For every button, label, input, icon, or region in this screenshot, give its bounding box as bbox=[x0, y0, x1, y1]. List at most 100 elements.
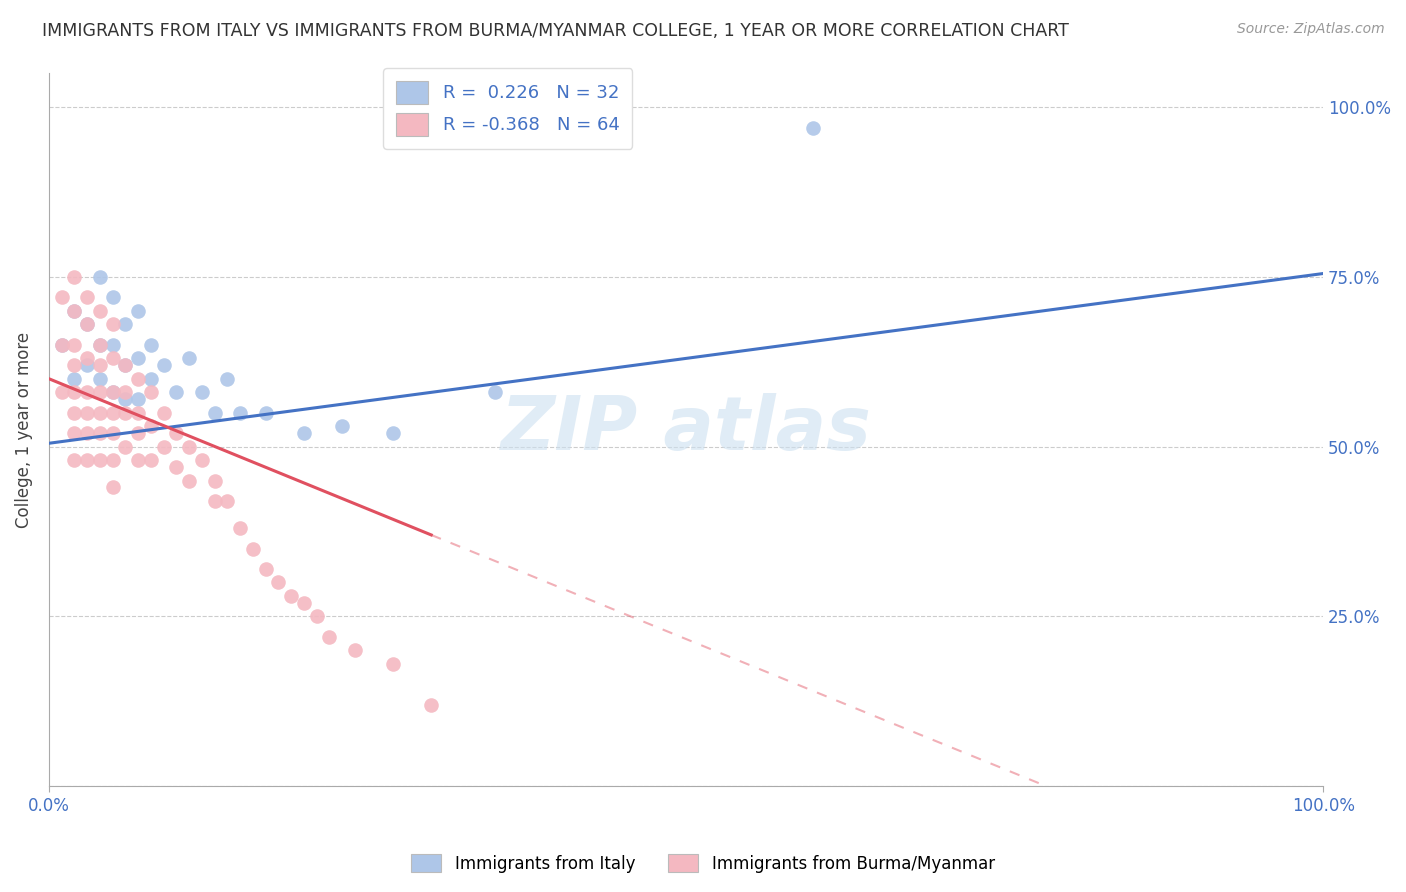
Point bbox=[63, 372, 86, 386]
Point bbox=[89, 385, 111, 400]
Point bbox=[217, 494, 239, 508]
Point bbox=[179, 474, 201, 488]
Point bbox=[179, 440, 201, 454]
Text: Source: ZipAtlas.com: Source: ZipAtlas.com bbox=[1237, 22, 1385, 37]
Legend: Immigrants from Italy, Immigrants from Burma/Myanmar: Immigrants from Italy, Immigrants from B… bbox=[405, 847, 1001, 880]
Point bbox=[89, 358, 111, 372]
Text: IMMIGRANTS FROM ITALY VS IMMIGRANTS FROM BURMA/MYANMAR COLLEGE, 1 YEAR OR MORE C: IMMIGRANTS FROM ITALY VS IMMIGRANTS FROM… bbox=[42, 22, 1069, 40]
Point bbox=[89, 426, 111, 441]
Point bbox=[89, 338, 111, 352]
Point bbox=[76, 406, 98, 420]
Point bbox=[204, 406, 226, 420]
Point bbox=[51, 385, 73, 400]
Point bbox=[63, 406, 86, 420]
Point bbox=[89, 406, 111, 420]
Point bbox=[76, 290, 98, 304]
Point bbox=[114, 440, 136, 454]
Point bbox=[101, 290, 124, 304]
Point bbox=[101, 338, 124, 352]
Point bbox=[114, 392, 136, 406]
Point bbox=[343, 643, 366, 657]
Point bbox=[101, 453, 124, 467]
Point bbox=[76, 426, 98, 441]
Point bbox=[63, 269, 86, 284]
Point bbox=[89, 269, 111, 284]
Point bbox=[76, 453, 98, 467]
Point bbox=[204, 494, 226, 508]
Point bbox=[76, 385, 98, 400]
Point bbox=[127, 426, 149, 441]
Point bbox=[76, 358, 98, 372]
Point bbox=[63, 426, 86, 441]
Point bbox=[254, 406, 277, 420]
Point bbox=[114, 358, 136, 372]
Point bbox=[63, 304, 86, 318]
Point bbox=[76, 318, 98, 332]
Point bbox=[114, 318, 136, 332]
Point bbox=[89, 372, 111, 386]
Point bbox=[139, 372, 162, 386]
Point bbox=[139, 419, 162, 434]
Y-axis label: College, 1 year or more: College, 1 year or more bbox=[15, 332, 32, 528]
Point bbox=[89, 338, 111, 352]
Point bbox=[803, 120, 825, 135]
Point bbox=[280, 589, 302, 603]
Point bbox=[191, 385, 214, 400]
Point bbox=[152, 406, 174, 420]
Point bbox=[127, 372, 149, 386]
Point bbox=[305, 609, 328, 624]
Point bbox=[51, 290, 73, 304]
Point bbox=[63, 358, 86, 372]
Point bbox=[127, 351, 149, 366]
Point bbox=[484, 385, 506, 400]
Point bbox=[127, 392, 149, 406]
Point bbox=[420, 698, 443, 712]
Point bbox=[101, 385, 124, 400]
Point bbox=[152, 358, 174, 372]
Point bbox=[292, 426, 315, 441]
Point bbox=[139, 385, 162, 400]
Point bbox=[165, 385, 187, 400]
Point bbox=[165, 460, 187, 475]
Point bbox=[114, 385, 136, 400]
Point bbox=[267, 575, 290, 590]
Point bbox=[51, 338, 73, 352]
Point bbox=[152, 440, 174, 454]
Point bbox=[191, 453, 214, 467]
Point bbox=[63, 338, 86, 352]
Point bbox=[101, 385, 124, 400]
Point bbox=[292, 596, 315, 610]
Point bbox=[242, 541, 264, 556]
Point bbox=[127, 406, 149, 420]
Point bbox=[330, 419, 353, 434]
Point bbox=[179, 351, 201, 366]
Point bbox=[114, 406, 136, 420]
Point bbox=[139, 453, 162, 467]
Point bbox=[76, 351, 98, 366]
Point bbox=[165, 426, 187, 441]
Point bbox=[382, 426, 405, 441]
Point bbox=[63, 304, 86, 318]
Point bbox=[101, 426, 124, 441]
Point bbox=[229, 521, 252, 535]
Point bbox=[127, 304, 149, 318]
Text: ZIP atlas: ZIP atlas bbox=[501, 393, 872, 467]
Point bbox=[114, 358, 136, 372]
Point bbox=[51, 338, 73, 352]
Point bbox=[101, 351, 124, 366]
Legend: R =  0.226   N = 32, R = -0.368   N = 64: R = 0.226 N = 32, R = -0.368 N = 64 bbox=[382, 68, 633, 149]
Point bbox=[139, 338, 162, 352]
Point bbox=[101, 406, 124, 420]
Point bbox=[89, 304, 111, 318]
Point bbox=[101, 480, 124, 494]
Point bbox=[217, 372, 239, 386]
Point bbox=[254, 562, 277, 576]
Point bbox=[204, 474, 226, 488]
Point bbox=[382, 657, 405, 671]
Point bbox=[318, 630, 340, 644]
Point bbox=[101, 318, 124, 332]
Point bbox=[89, 453, 111, 467]
Point bbox=[63, 453, 86, 467]
Point bbox=[63, 385, 86, 400]
Point bbox=[76, 318, 98, 332]
